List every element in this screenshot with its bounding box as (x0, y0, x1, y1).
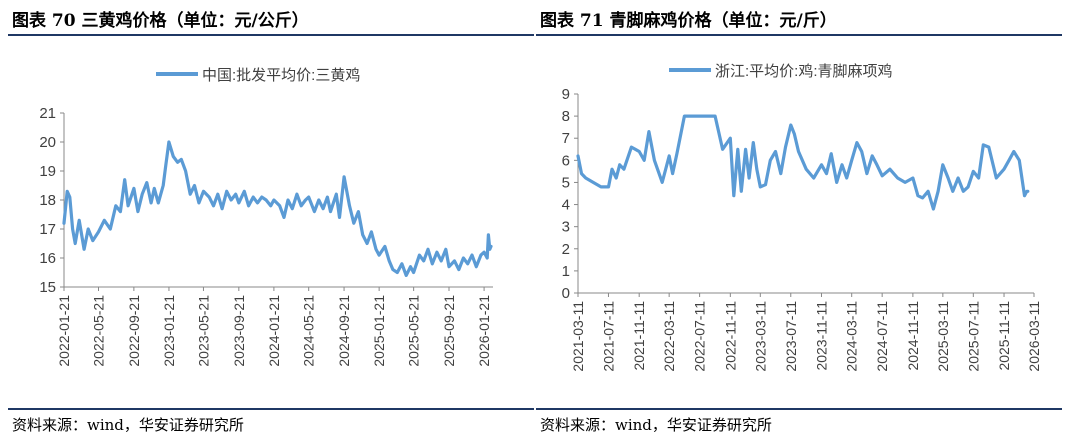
y-tick-label: 0 (562, 285, 570, 302)
x-tick-label: 2023-11-11 (813, 301, 829, 371)
y-tick-label: 1 (562, 263, 570, 280)
x-tick-label: 2021-07-11 (600, 301, 616, 372)
x-tick-label: 2025-07-11 (965, 301, 981, 372)
x-tick-label: 2024-09-21 (336, 295, 352, 367)
x-tick-label: 2026-03-11 (1026, 301, 1042, 372)
figure-title: 图表 70 三黄鸡价格（单位：元/公斤） (12, 11, 309, 31)
x-tick-label: 2022-03-11 (661, 301, 677, 372)
x-tick-label: 2023-07-11 (783, 301, 799, 372)
legend-label: 浙江:平均价:鸡:青脚麻项鸡 (715, 63, 893, 80)
x-tick-label: 2025-11-11 (996, 301, 1012, 371)
x-tick-label: 2025-01-21 (371, 295, 387, 367)
x-tick-label: 2023-09-21 (231, 295, 247, 367)
x-tick-label: 2024-01-21 (266, 295, 282, 367)
legend-label: 中国:批发平均价:三黄鸡 (202, 67, 360, 84)
x-tick-label: 2022-01-21 (56, 295, 72, 367)
y-tick-label: 15 (39, 279, 56, 296)
y-tick-label: 6 (562, 152, 570, 169)
y-tick-label: 9 (562, 86, 570, 103)
figure-70: 图表 70 三黄鸡价格（单位：元/公斤） 中国:批发平均价:三黄鸡 15 16 17 1… (8, 0, 534, 439)
y-tick-label: 17 (39, 221, 56, 238)
x-tick-label: 2025-05-21 (406, 295, 422, 367)
y-tick-label: 19 (39, 163, 56, 180)
series-line (62, 140, 493, 277)
y-tick-label: 4 (562, 197, 570, 214)
x-tick-label: 2024-07-11 (874, 301, 890, 372)
x-tick-label: 2022-11-11 (722, 301, 738, 371)
x-tick-label: 2022-07-11 (692, 301, 708, 372)
x-tick-label: 2022-09-21 (126, 295, 142, 367)
x-tick-label: 2025-09-21 (441, 295, 457, 367)
y-tick-label: 21 (39, 105, 56, 122)
x-tick-label: 2023-01-21 (161, 295, 177, 367)
x-tick-label: 2024-05-21 (301, 295, 317, 367)
x-tick-label: 2021-03-11 (570, 301, 586, 372)
y-tick-label: 7 (562, 130, 570, 147)
y-tick-label: 20 (39, 134, 56, 151)
y-tick-label: 16 (39, 250, 56, 267)
x-tick-label: 2025-03-11 (935, 301, 951, 372)
x-tick-label: 2024-03-11 (844, 301, 860, 372)
x-tick-label: 2023-05-21 (195, 295, 211, 367)
figure-title: 图表 71 青脚麻鸡价格（单位：元/斤） (540, 11, 837, 31)
source-rule (8, 408, 534, 410)
chart-sanhuang-chicken: 中国:批发平均价:三黄鸡 15 16 17 18 19 20 21 2022-01-21 2022… (39, 67, 493, 367)
y-tick-label: 8 (562, 108, 570, 125)
figure-71: 图表 71 青脚麻鸡价格（单位：元/斤） 浙江:平均价:鸡:青脚麻项鸡 0 1 2 3 4… (536, 0, 1062, 439)
x-tick-label: 2023-03-11 (752, 301, 768, 372)
y-tick-label: 3 (562, 219, 570, 236)
x-tick-label: 2026-01-21 (476, 295, 492, 367)
title-rule (8, 34, 534, 36)
y-tick-label: 18 (39, 192, 56, 209)
chart-qingjiao-chicken: 浙江:平均价:鸡:青脚麻项鸡 0 1 2 3 4 5 6 7 8 9 2021-03-11 2021-0… (562, 63, 1042, 372)
series-line (576, 114, 1030, 211)
x-tick-label: 2022-05-21 (91, 295, 107, 367)
source-note: 资料来源：wind，华安证券研究所 (12, 416, 244, 434)
source-rule (536, 408, 1062, 410)
x-tick-label: 2021-11-11 (631, 301, 647, 371)
x-tick-label: 2024-11-11 (905, 301, 921, 371)
title-rule (536, 34, 1062, 36)
source-note: 资料来源：wind，华安证券研究所 (540, 416, 772, 434)
y-tick-label: 5 (562, 174, 570, 191)
y-tick-label: 2 (562, 241, 570, 258)
